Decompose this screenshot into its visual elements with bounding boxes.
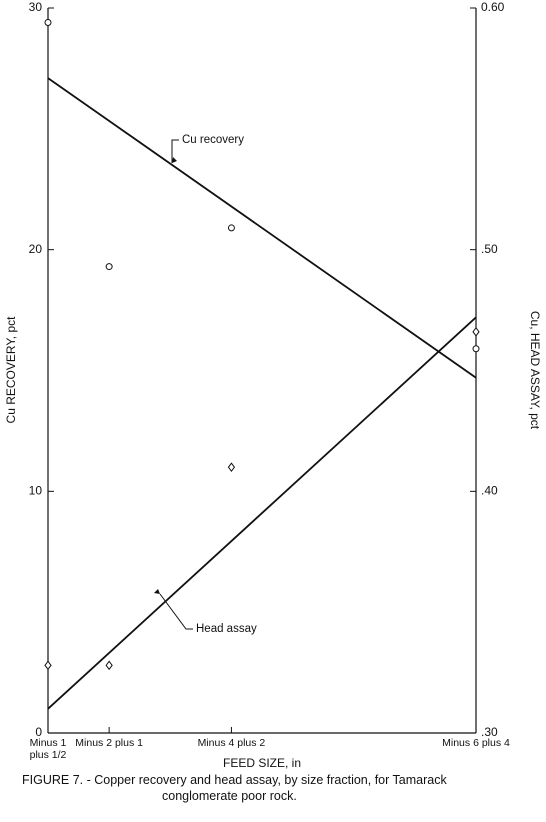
data-point <box>227 224 235 232</box>
caption: FIGURE 7. - Copper recovery and head ass… <box>22 773 447 803</box>
trend-line <box>47 316 477 710</box>
leader-line <box>159 593 193 630</box>
data-point <box>105 660 113 671</box>
series-label: Cu recovery <box>182 134 244 146</box>
series-label: Head assay <box>196 623 257 635</box>
x-tick-label: Minus 6 plus 4 <box>442 737 510 749</box>
data-point <box>227 462 236 472</box>
y2-axis-label: Cu, HEAD ASSAY, pct <box>528 311 542 430</box>
data-point <box>44 660 52 671</box>
y-tick-label: 20 <box>29 242 43 256</box>
x-axis-label: FEED SIZE, in <box>223 756 301 770</box>
y2-tick-label: .40 <box>481 484 498 498</box>
y-tick-label: 0 <box>35 725 42 739</box>
leader-line <box>171 139 179 163</box>
x-tick-label-box: Minus 6 plus 4 <box>442 737 510 749</box>
y2-tick-label: .50 <box>481 242 498 256</box>
data-point <box>472 345 480 353</box>
y2-tick-label: .30 <box>481 725 498 739</box>
x-tick-label: Minus 4 plus 2 <box>197 737 266 749</box>
data-point <box>44 19 52 26</box>
y-tick-label: 10 <box>29 484 43 498</box>
arrow-head <box>154 589 160 594</box>
y-tick-label: 30 <box>29 0 43 14</box>
data-point <box>105 263 113 271</box>
trend-line <box>47 77 477 379</box>
x-tick-label-box: Minus 4 plus 2 <box>197 737 266 749</box>
y2-tick-label: 0.60 <box>481 0 505 14</box>
data-point <box>472 327 480 337</box>
x-tick-label: Minus 2 plus 1 <box>75 737 143 749</box>
x-tick-label-box: Minus 2 plus 1 <box>75 737 143 749</box>
x-tick-label-box: Minus 1 plus 1/2 <box>29 737 67 761</box>
y-axis-label: Cu RECOVERY, pct <box>4 316 18 424</box>
x-tick-label: Minus 1 plus 1/2 <box>29 737 67 761</box>
arrow-head <box>172 157 177 163</box>
